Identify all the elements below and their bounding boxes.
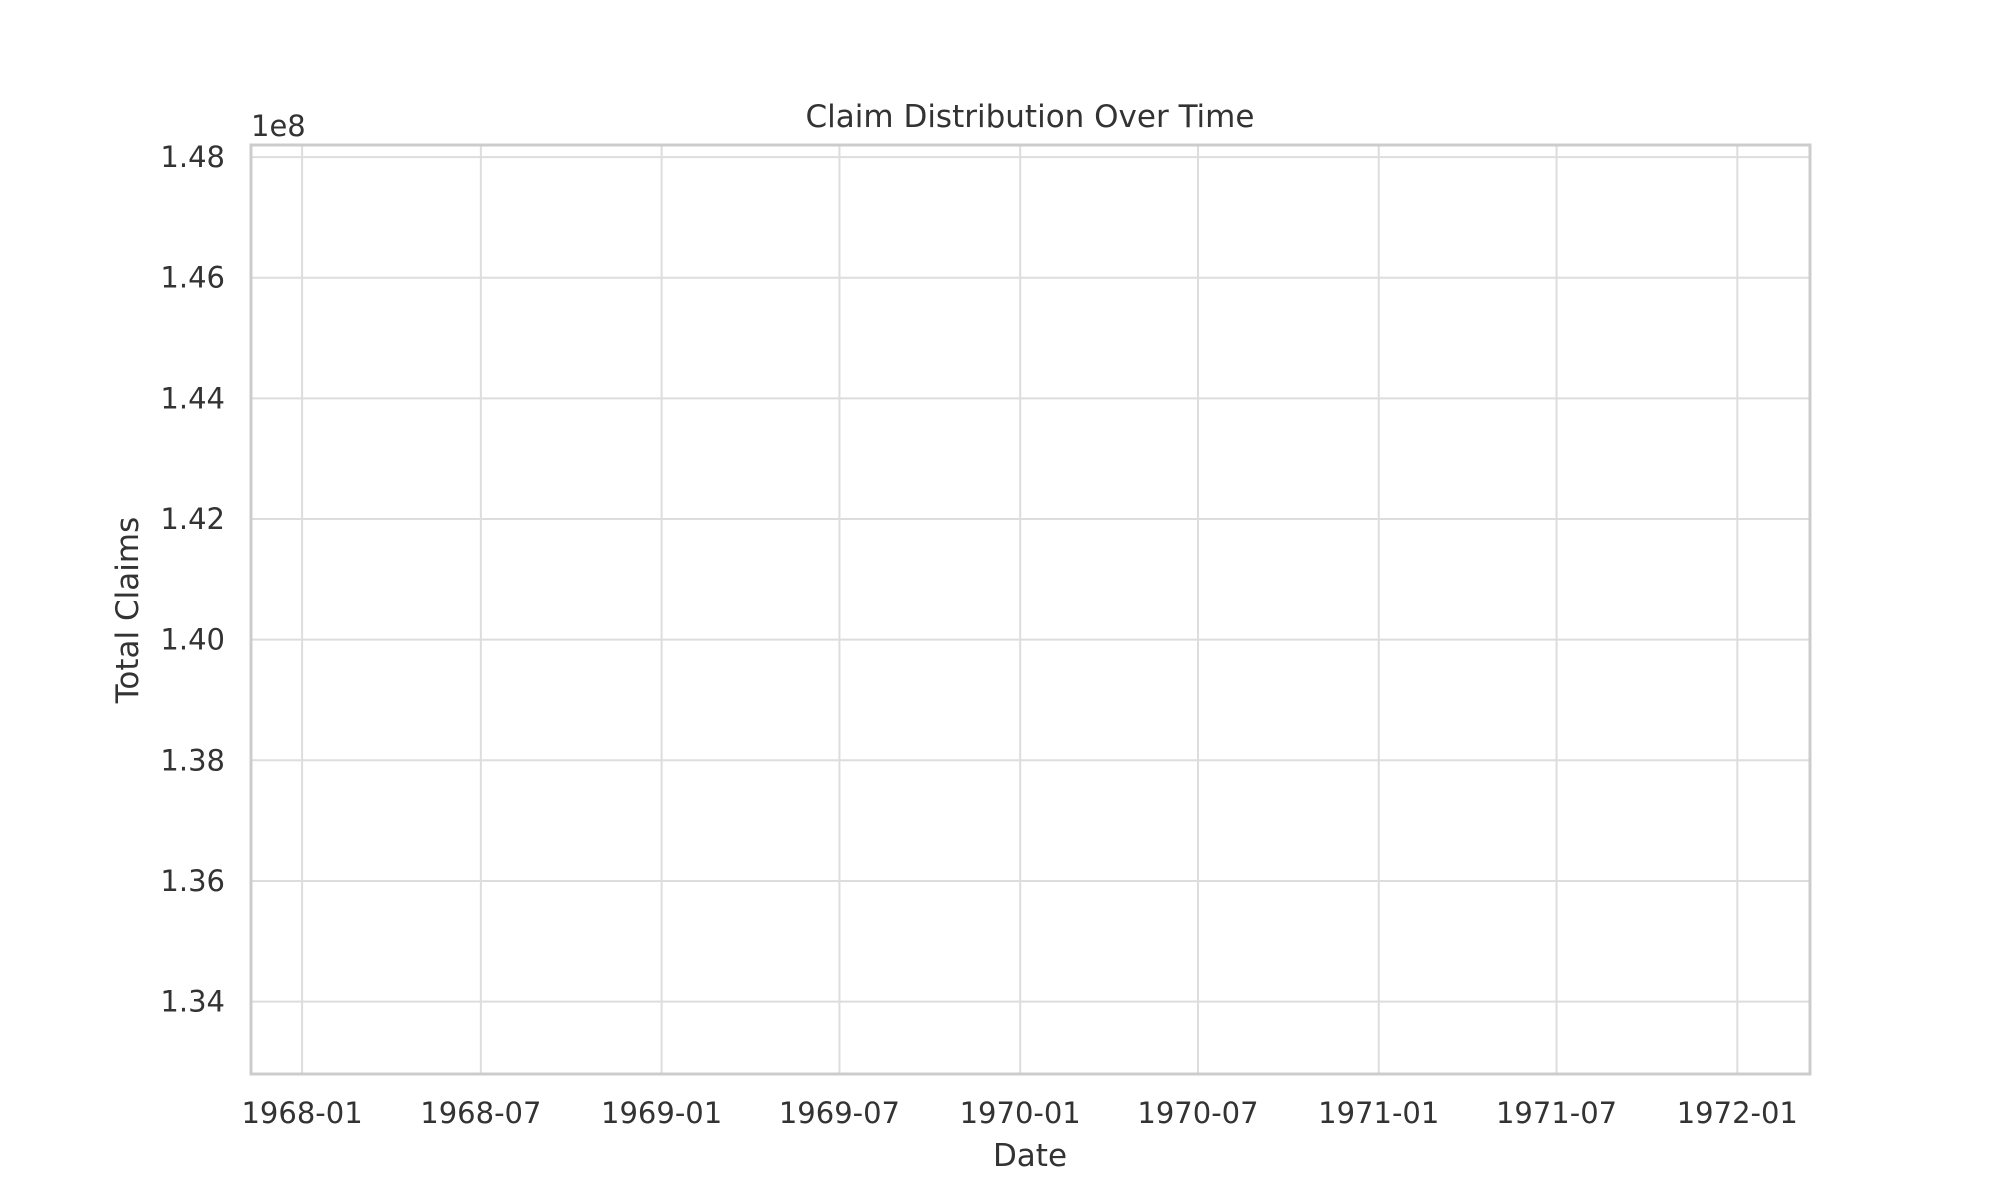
plot-border [249,143,1812,1076]
x-tick-label: 1971-01 [1318,1096,1439,1130]
y-tick-label: 1.44 [160,381,225,415]
x-tick-label: 1969-07 [779,1096,900,1130]
x-tick-label: 1971-07 [1496,1096,1617,1130]
plot-frame [249,143,1812,1076]
y-tick-label: 1.40 [160,623,225,657]
y-tick-label: 1.46 [160,261,225,295]
y-tick-labels: 1.34 1.36 1.38 1.40 1.42 1.44 1.46 1.48 [160,140,225,1019]
y-tick-label: 1.48 [160,140,225,174]
x-axis-label: Date [993,1138,1067,1174]
y-tick-label: 1.36 [160,864,225,898]
grid-lines [251,145,1810,1074]
x-tick-label: 1968-01 [241,1096,362,1130]
y-axis-label: Total Claims [110,517,146,704]
x-tick-labels: 1968-01 1968-07 1969-01 1969-07 1970-01 1970-… [241,1096,1797,1130]
chart-title: Claim Distribution Over Time [806,99,1255,135]
y-tick-label: 1.38 [160,743,225,777]
x-tick-label: 1970-01 [960,1096,1081,1130]
y-offset-label: 1e8 [251,109,306,143]
x-tick-label: 1972-01 [1677,1096,1798,1130]
y-tick-label: 1.34 [160,985,225,1019]
y-tick-label: 1.42 [160,502,225,536]
x-tick-label: 1970-07 [1137,1096,1258,1130]
x-tick-label: 1968-07 [420,1096,541,1130]
x-tick-label: 1969-01 [601,1096,722,1130]
